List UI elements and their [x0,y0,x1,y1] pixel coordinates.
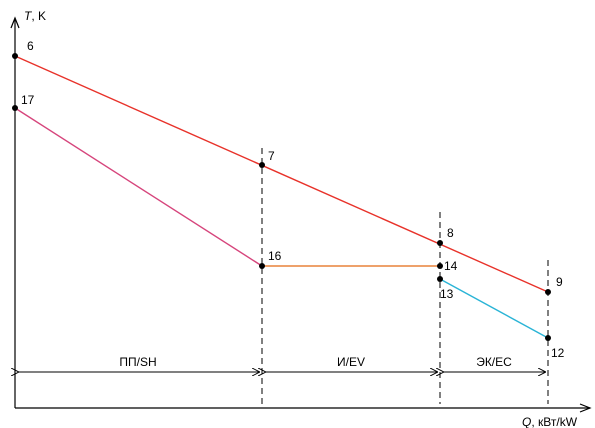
point-14 [437,263,443,269]
point-9 [545,289,551,295]
x-axis-unit: , кВт/kW [531,415,577,428]
point-label-16: 16 [268,249,282,263]
point-17 [12,105,18,111]
point-8 [437,240,443,246]
point-label-6: 6 [27,39,34,53]
x-axis-arrow-icon [579,403,592,413]
x-axis-symbol: Q [522,415,531,428]
point-label-7: 7 [268,149,275,163]
zone-label-superheater: ПП/SH [119,355,156,369]
y-axis-unit: , K [31,9,46,23]
point-label-17: 17 [21,93,35,107]
point-6 [12,53,18,59]
point-16 [259,263,265,269]
x-axis-label: Q, кВт/kW [522,415,578,428]
superheat-line [14,107,263,267]
point-label-9: 9 [556,275,563,289]
y-axis-arrow-icon [10,16,20,29]
point-12 [545,335,551,341]
point-label-13: 13 [440,287,454,301]
y-axis-symbol: T [24,9,33,23]
point-label-12: 12 [551,346,565,360]
point-13 [437,276,443,282]
point-7 [259,162,265,168]
y-axis-label: T, K [24,9,46,23]
gas-line [14,55,549,293]
point-label-14: 14 [444,259,458,273]
zone-label-economizer: ЭК/EC [476,355,512,369]
zone-label-evaporator: И/EV [337,355,365,369]
economizer-line [439,278,549,339]
point-label-8: 8 [447,226,454,240]
